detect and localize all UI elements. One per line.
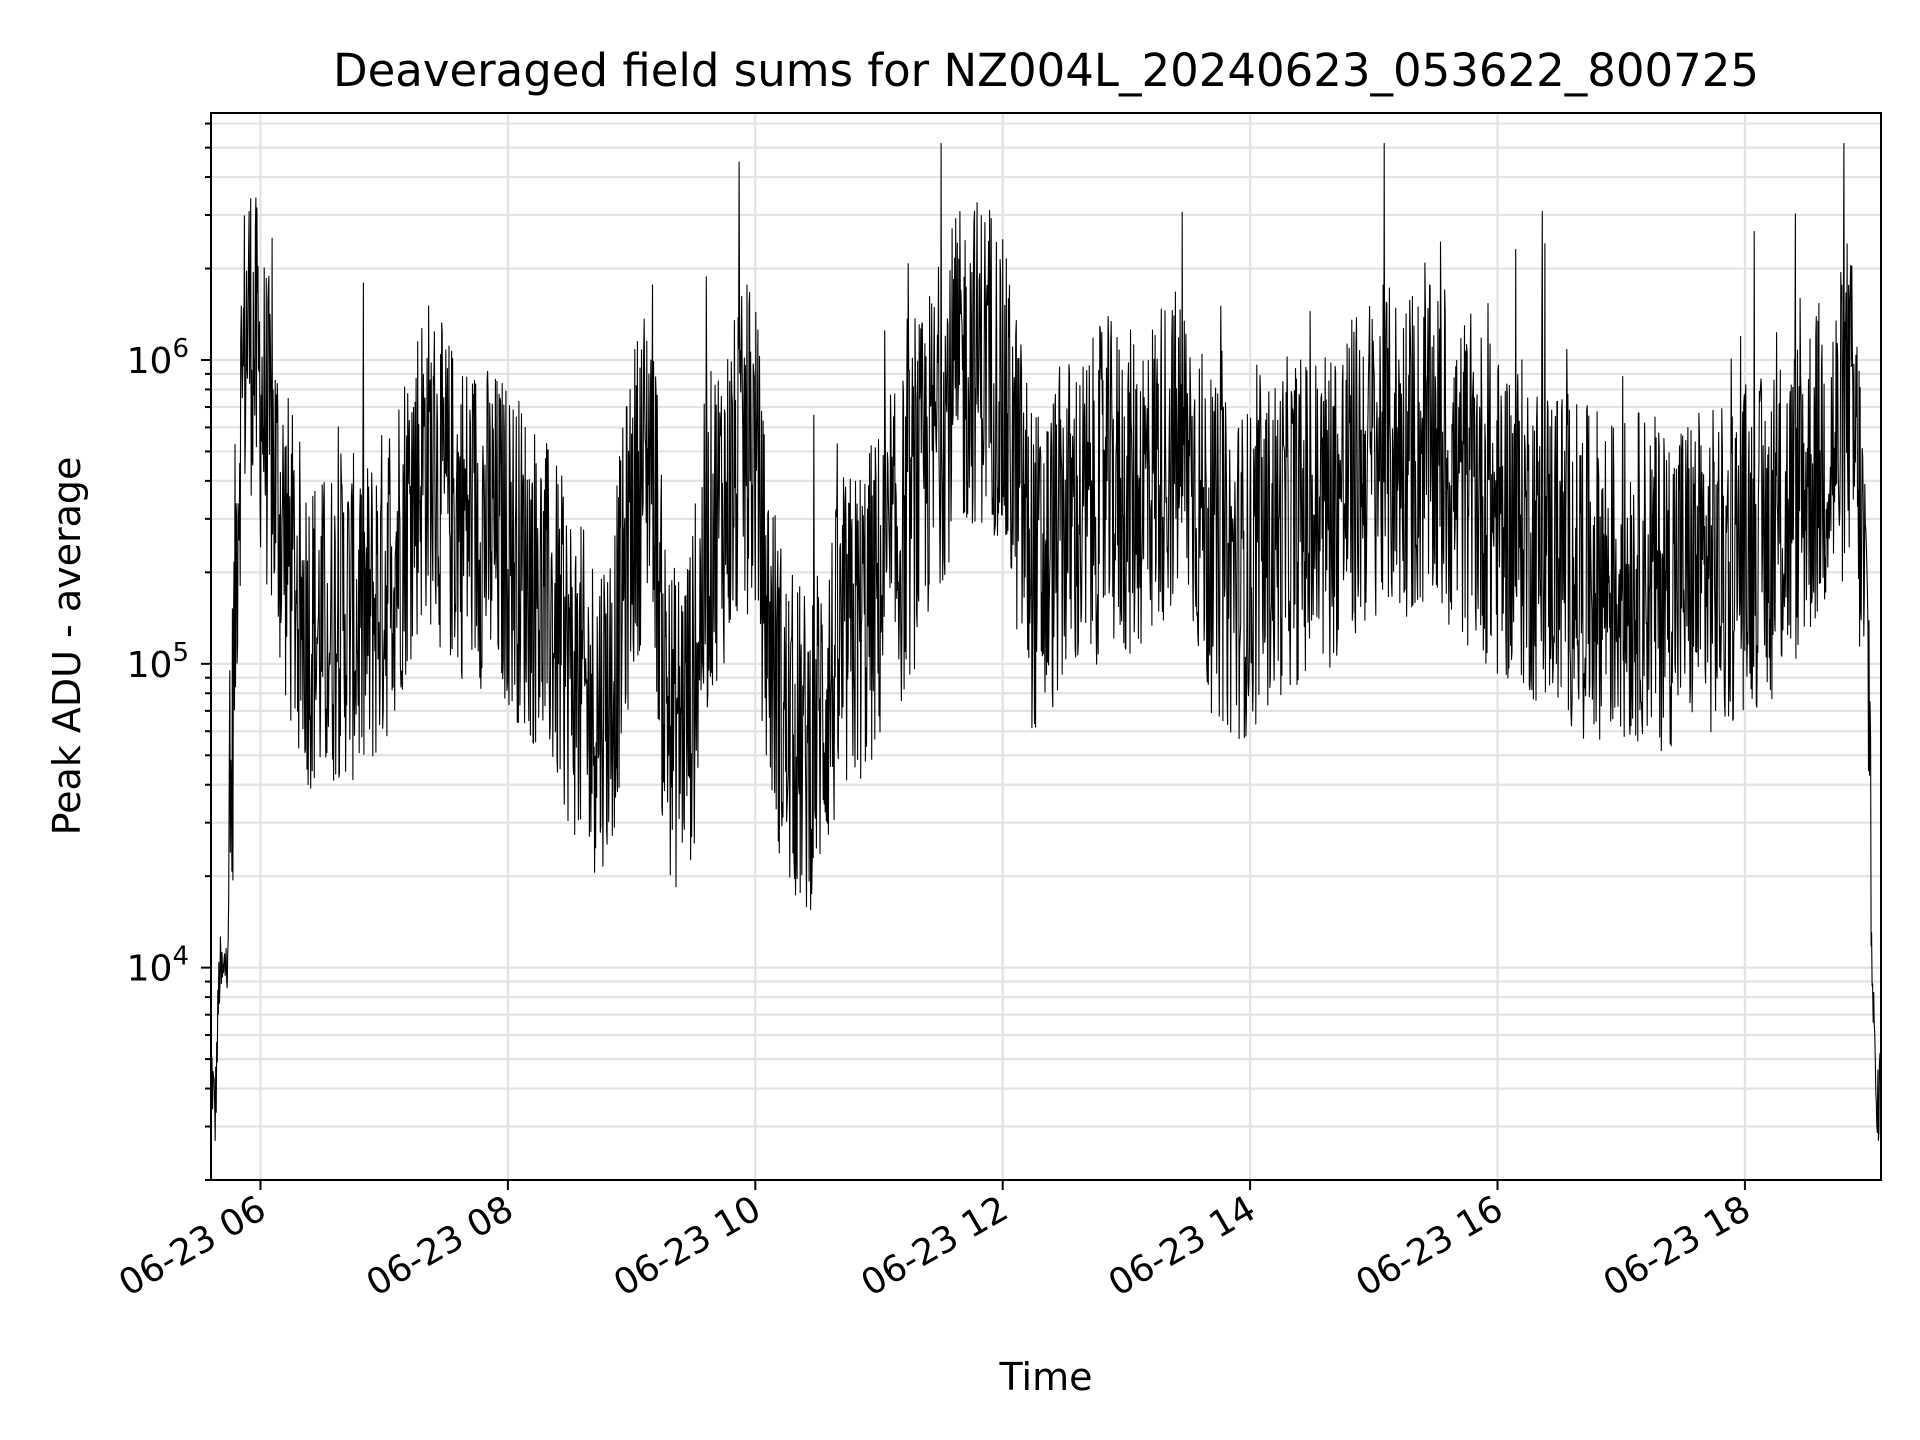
x-tick-label: 06-23 08 <box>360 1188 521 1304</box>
y-tick-exponent: 5 <box>172 638 189 668</box>
data-layer <box>210 142 1882 1142</box>
x-tick-label: 06-23 06 <box>112 1188 273 1304</box>
y-tick-label: 105 <box>127 638 189 686</box>
x-tick-label: 06-23 12 <box>855 1188 1016 1304</box>
x-tick-label: 06-23 16 <box>1349 1188 1510 1304</box>
chart-title: Deaveraged field sums for NZ004L_2024062… <box>333 44 1759 97</box>
y-tick-base: 10 <box>127 341 173 382</box>
y-tick-exponent: 4 <box>172 942 189 972</box>
y-tick-base: 10 <box>127 645 173 686</box>
y-tick-label: 104 <box>127 942 189 990</box>
x-axis: 06-23 06 06-23 08 06-23 10 06-23 12 06-23 14… <box>112 1180 1757 1305</box>
y-tick-exponent: 6 <box>172 334 189 364</box>
x-tick-label: 06-23 14 <box>1102 1188 1263 1304</box>
y-tick-base: 10 <box>127 949 173 990</box>
x-axis-title: Time <box>999 1355 1093 1399</box>
y-tick-label: 106 <box>127 334 189 382</box>
x-tick-label: 06-23 10 <box>607 1188 768 1304</box>
x-tick-label: 06-23 18 <box>1597 1188 1758 1304</box>
plot-frame <box>210 112 1882 1181</box>
grid-layer <box>211 113 1881 1182</box>
series-line <box>210 142 1882 1142</box>
y-axis-title: Peak ADU - average <box>45 457 89 836</box>
